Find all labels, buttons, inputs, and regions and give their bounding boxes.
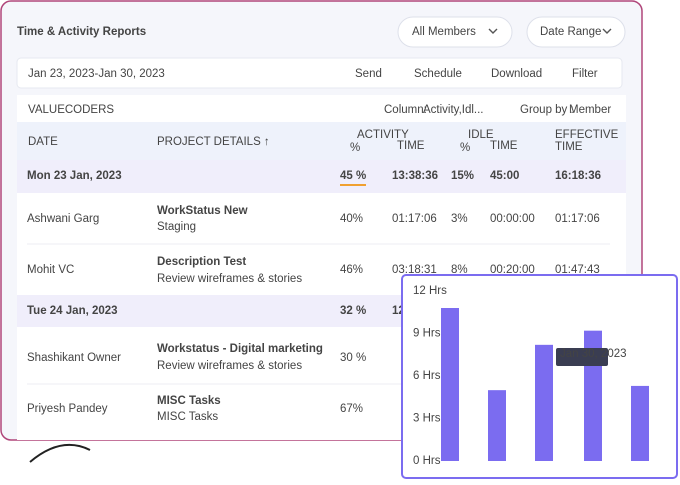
cell: 00:00:00 (490, 213, 535, 225)
cell: 8% (451, 264, 468, 276)
group-total: 45 % (340, 170, 366, 182)
members-label: All Members (412, 26, 476, 38)
column-header: PROJECT DETAILS ↑ (157, 136, 270, 148)
bar (535, 344, 553, 461)
bar (441, 308, 459, 461)
cell: 67% (340, 403, 363, 415)
column-header: % (460, 142, 470, 154)
title: Time & Activity Reports (17, 26, 146, 38)
cell: 03:18:31 (392, 264, 437, 276)
group-label: Group by : (520, 104, 574, 116)
bar (631, 385, 649, 461)
tooltip (556, 348, 608, 366)
toolbar-schedule: Schedule (414, 68, 462, 80)
y-tick-label: 0 Hrs (413, 455, 441, 467)
group-date: Mon 23 Jan, 2023 (27, 170, 122, 182)
bar (488, 390, 506, 461)
group-total: 15% (451, 170, 474, 182)
company: VALUECODERS (28, 104, 114, 116)
decor-curve (29, 443, 91, 463)
member-name: Mohit VC (27, 264, 74, 276)
group-total: 13:38:36 (392, 170, 438, 182)
cell: 3% (451, 213, 468, 225)
toolbar (16, 57, 623, 89)
toolbar-filter: Filter (572, 68, 598, 80)
chevrons (488, 28, 612, 34)
column-header: TIME (555, 141, 583, 153)
column-header: % (350, 142, 360, 154)
group-date: Tue 24 Jan, 2023 (27, 305, 118, 317)
column-label: Column: (384, 104, 427, 116)
column-header: EFFECTIVE (555, 129, 619, 141)
group-total: 45:00 (490, 170, 519, 182)
task-name: Review wireframes & stories (157, 360, 302, 372)
cell: 40% (340, 213, 363, 225)
task-name: MISC Tasks (157, 411, 218, 423)
y-tick-label: 6 Hrs (413, 370, 441, 382)
column-value: Activity,Idl... (423, 104, 484, 116)
column-header: DATE (28, 136, 58, 148)
cell: 46% (340, 264, 363, 276)
cell: 30 % (340, 352, 366, 364)
column-header: ACTIVITY (357, 129, 409, 141)
toolbar-download: Download (491, 68, 542, 80)
tooltip-text: Jan 30, 2023 (560, 348, 627, 360)
project-name: Description Test (157, 256, 246, 268)
column-header: TIME (490, 140, 518, 152)
cell: 01:17:06 (555, 213, 600, 225)
members-button[interactable] (397, 16, 513, 48)
cell: 00:20:00 (490, 264, 535, 276)
column-header: IDLE (468, 129, 494, 141)
member-name: Ashwani Garg (27, 213, 99, 225)
group-total: 32 % (340, 305, 366, 317)
project-name: Workstatus - Digital marketing (157, 343, 323, 355)
member-name: Shashikant Owner (27, 352, 121, 364)
group-row (17, 160, 626, 193)
y-tick-label: 9 Hrs (413, 328, 441, 340)
table-header (17, 122, 626, 160)
date-range-button[interactable] (526, 16, 626, 48)
task-name: Staging (157, 221, 196, 233)
date-range-label: Date Range (540, 26, 601, 38)
date-range: Jan 23, 2023-Jan 30, 2023 (28, 68, 165, 80)
chart-panel: 0 Hrs 3 Hrs 6 Hrs 9 Hrs 12 Hrs Jan 30, 2023 (401, 274, 678, 479)
task-name: Review wireframes & stories (157, 273, 302, 285)
group-total: 16:18:36 (555, 170, 601, 182)
cell: 01:17:06 (392, 213, 437, 225)
member-name: Priyesh Pandey (27, 403, 108, 415)
group-value: Member (569, 104, 611, 116)
y-tick-label: 3 Hrs (413, 413, 441, 425)
toolbar-send: Send (355, 68, 382, 80)
project-name: MISC Tasks (157, 395, 221, 407)
y-tick-label: 12 Hrs (413, 285, 447, 297)
project-name: WorkStatus New (157, 205, 248, 217)
cell: 01:47:43 (555, 264, 600, 276)
column-header: TIME (397, 140, 425, 152)
